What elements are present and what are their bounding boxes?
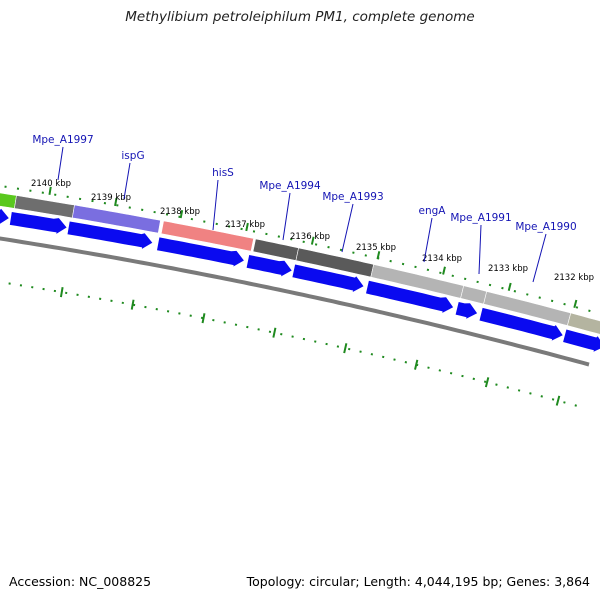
major-tick (245, 222, 249, 232)
gene-label-leader (532, 233, 547, 283)
major-tick (48, 186, 52, 195)
major-tick (179, 209, 184, 219)
gene-label-leader (212, 179, 219, 231)
cog-segment (160, 220, 254, 252)
minor-tick (551, 398, 555, 401)
tick-label: 2135 kbp (356, 243, 396, 253)
minor-tick (538, 296, 541, 299)
major-tick (343, 343, 348, 354)
major-tick (573, 299, 578, 309)
minor-tick (563, 401, 566, 404)
gene-label: Mpe_A1990 (515, 221, 576, 233)
minor-tick (575, 306, 579, 309)
cds-arrow (366, 280, 454, 313)
accession-text: Accession: NC_008825 (9, 574, 152, 589)
major-tick (507, 282, 512, 291)
major-tick (376, 251, 381, 260)
genome-stats-text: Topology: circular; Length: 4,044,195 bp… (246, 574, 590, 589)
gene-label: engA (419, 205, 447, 217)
gene-label-leader (341, 203, 354, 253)
tick-label: 2134 kbp (422, 254, 462, 264)
gene-label-leader (423, 217, 433, 263)
cog-segment (71, 204, 161, 234)
cds-arrow (9, 212, 67, 234)
major-tick (310, 236, 315, 245)
tick-label: 2133 kbp (488, 264, 528, 274)
tick-label-group: 2140 kbp 2139 kbp 2138 kbp 2137 kbp 2136 kbp… (31, 179, 594, 283)
gene-label: Mpe_A1993 (322, 191, 383, 203)
inner-tick-ring (8, 282, 577, 407)
cds-arrow (292, 264, 364, 292)
gene-label-leader (478, 224, 482, 275)
gene-label-leader (123, 162, 131, 200)
gene-label: hisS (212, 167, 234, 179)
minor-tick (540, 395, 543, 398)
tick-label: 2137 kbp (225, 220, 265, 230)
gene-label: Mpe_A1991 (450, 212, 511, 224)
minor-tick (574, 404, 577, 407)
tick-label: 2140 kbp (31, 179, 71, 189)
gene-label: Mpe_A1997 (32, 134, 93, 146)
major-tick (130, 299, 135, 310)
gene-label-leader (57, 146, 64, 181)
tick-label: 2138 kbp (160, 207, 200, 217)
cog-segment (0, 192, 17, 209)
backbone-line (0, 236, 590, 367)
cog-segment-ring (0, 192, 600, 335)
minor-tick (563, 302, 566, 306)
gene-label: ispG (121, 150, 144, 162)
major-tick (114, 197, 118, 207)
cds-arrow (563, 329, 600, 352)
tick-label: 2139 kbp (91, 193, 131, 203)
major-tick (414, 359, 419, 370)
minor-tick (588, 309, 591, 312)
outer-tick-ring (4, 185, 591, 312)
cds-arrow (479, 307, 563, 341)
cog-segment (460, 285, 488, 305)
backbone-ring (0, 236, 590, 367)
minor-tick (529, 392, 532, 395)
major-tick (442, 266, 446, 275)
gene-label-leader (282, 192, 291, 241)
major-tick (555, 395, 561, 406)
major-tick (484, 377, 490, 388)
minor-tick (550, 299, 554, 303)
cds-arrow-ring (0, 208, 600, 352)
cds-arrow (0, 208, 9, 224)
map-title: Methylibium petroleiphilum PM1, complete… (125, 9, 475, 25)
gene-label-group: Mpe_A1997ispGhisSMpe_A1994Mpe_A1993engAM… (32, 134, 577, 283)
minor-tick (517, 389, 521, 392)
cog-segment (567, 312, 600, 335)
cds-arrow (455, 302, 478, 319)
cds-arrow (67, 221, 153, 249)
major-tick (201, 313, 206, 324)
major-tick (272, 327, 277, 338)
tick-label: 2136 kbp (290, 232, 330, 242)
major-tick (59, 287, 64, 298)
cds-arrow (246, 255, 292, 277)
gene-label: Mpe_A1994 (259, 180, 321, 192)
cds-arrow (157, 237, 244, 267)
tick-label: 2132 kbp (554, 273, 594, 283)
